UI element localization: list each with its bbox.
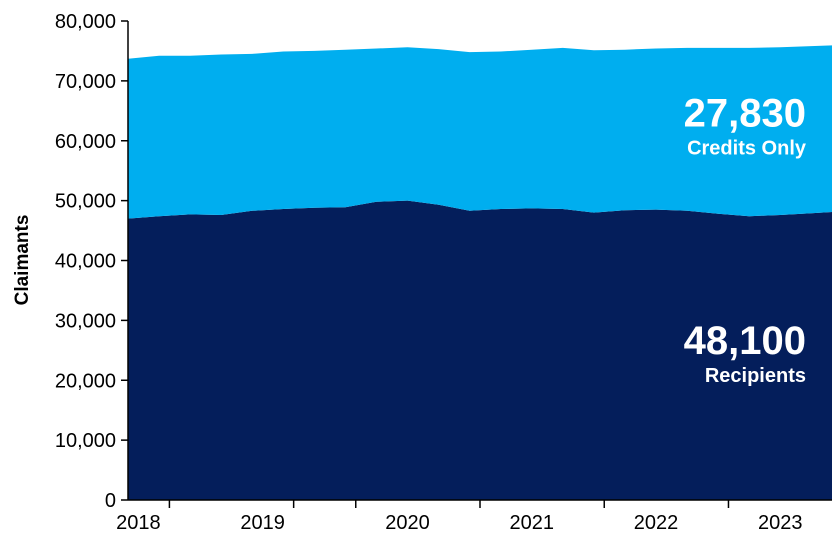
y-tick-label: 80,000 xyxy=(55,11,116,33)
series-label-credits-only: Credits Only xyxy=(687,138,807,160)
y-ticks-group: 0 10,000 20,000 30,000 40,000 50,000 60,000 70,… xyxy=(55,11,128,512)
x-tick-label: 2018 xyxy=(116,512,161,534)
area-credits-only xyxy=(128,45,832,219)
y-tick-label: 60,000 xyxy=(55,131,116,153)
x-ticks-group: 2018 2019 2020 2021 2022 2023 xyxy=(116,500,802,534)
series-label-recipients: Recipients xyxy=(705,365,806,387)
x-tick-label: 2020 xyxy=(385,512,430,534)
value-label-credits-only: 27,830 xyxy=(684,92,806,136)
y-tick-label: 30,000 xyxy=(55,310,116,332)
area-recipients xyxy=(128,200,832,500)
y-tick-label: 50,000 xyxy=(55,191,116,213)
areas-group xyxy=(128,45,832,500)
y-axis-title: Claimants xyxy=(12,215,33,306)
x-tick-label: 2023 xyxy=(758,512,803,534)
y-tick-label: 10,000 xyxy=(55,430,116,452)
y-tick-label: 40,000 xyxy=(55,251,116,273)
x-tick-label: 2022 xyxy=(634,512,679,534)
y-tick-label: 20,000 xyxy=(55,370,116,392)
y-tick-label: 70,000 xyxy=(55,71,116,93)
value-label-recipients: 48,100 xyxy=(684,319,806,363)
x-tick-label: 2021 xyxy=(510,512,555,534)
y-tick-label: 0 xyxy=(105,490,116,512)
x-tick-label: 2019 xyxy=(240,512,285,534)
